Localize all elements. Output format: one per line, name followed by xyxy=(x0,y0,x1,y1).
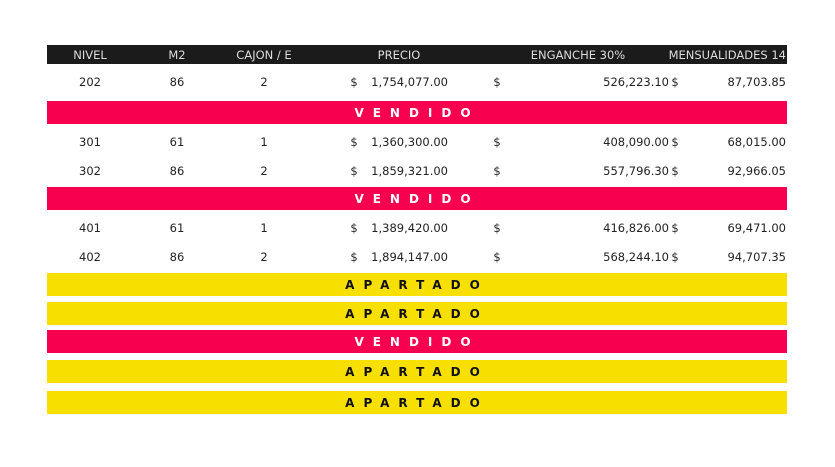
mensualidad-cell: 92,966.05 xyxy=(727,164,786,178)
currency-symbol: $ xyxy=(493,75,501,89)
header-m2: M2 xyxy=(168,47,186,62)
status-label: APARTADO xyxy=(345,395,489,410)
table-header: NIVEL M2 CAJON / E PRECIO ENGANCHE 30% M… xyxy=(47,45,787,64)
enganche-cell: 416,826.00 xyxy=(603,221,669,235)
table-row: 402 86 2 $1,894,147.00 $568,244.10 $94,707.35 xyxy=(47,246,787,268)
m2-cell: 61 xyxy=(169,221,185,235)
m2-cell: 86 xyxy=(169,164,185,178)
apartado-band: APARTADO xyxy=(47,273,787,296)
mensualidad-cell: 94,707.35 xyxy=(727,250,786,264)
cajon-cell: 2 xyxy=(260,250,268,264)
enganche-cell: 568,244.10 xyxy=(603,250,669,264)
table-row: 301 61 1 $1,360,300.00 $408,090.00 $68,015.00 xyxy=(47,131,787,153)
enganche-cell: 526,223.10 xyxy=(603,75,669,89)
m2-cell: 61 xyxy=(169,135,185,149)
nivel-cell: 401 xyxy=(79,221,101,235)
status-label: VENDIDO xyxy=(354,191,480,206)
m2-cell: 86 xyxy=(169,75,185,89)
mensualidad-cell: 87,703.85 xyxy=(727,75,786,89)
currency-symbol: $ xyxy=(671,221,679,235)
m2-cell: 86 xyxy=(169,250,185,264)
vendido-band: VENDIDO xyxy=(47,187,787,210)
header-enganche: ENGANCHE 30% xyxy=(530,47,626,62)
nivel-cell: 301 xyxy=(79,135,101,149)
header-mensualidades: MENSUALIDADES 14 xyxy=(668,47,786,62)
currency-symbol: $ xyxy=(493,135,501,149)
currency-symbol: $ xyxy=(493,221,501,235)
apartado-band: APARTADO xyxy=(47,302,787,325)
currency-symbol: $ xyxy=(671,75,679,89)
table-row: 302 86 2 $1,859,321.00 $557,796.30 $92,966.05 xyxy=(47,160,787,182)
currency-symbol: $ xyxy=(350,221,358,235)
cajon-cell: 1 xyxy=(260,221,268,235)
status-label: APARTADO xyxy=(345,364,489,379)
currency-symbol: $ xyxy=(350,164,358,178)
currency-symbol: $ xyxy=(350,250,358,264)
apartado-band: APARTADO xyxy=(47,360,787,383)
cajon-cell: 1 xyxy=(260,135,268,149)
currency-symbol: $ xyxy=(671,135,679,149)
status-label: VENDIDO xyxy=(354,105,480,120)
nivel-cell: 202 xyxy=(79,75,101,89)
currency-symbol: $ xyxy=(671,250,679,264)
currency-symbol: $ xyxy=(493,164,501,178)
precio-cell: 1,360,300.00 xyxy=(371,135,448,149)
mensualidad-cell: 69,471.00 xyxy=(727,221,786,235)
currency-symbol: $ xyxy=(350,135,358,149)
precio-cell: 1,859,321.00 xyxy=(371,164,448,178)
precio-cell: 1,754,077.00 xyxy=(371,75,448,89)
vendido-band: VENDIDO xyxy=(47,101,787,124)
precio-cell: 1,894,147.00 xyxy=(371,250,448,264)
precio-cell: 1,389,420.00 xyxy=(371,221,448,235)
cajon-cell: 2 xyxy=(260,164,268,178)
nivel-cell: 402 xyxy=(79,250,101,264)
header-nivel: NIVEL xyxy=(73,47,107,62)
header-precio: PRECIO xyxy=(377,47,421,62)
currency-symbol: $ xyxy=(493,250,501,264)
status-label: APARTADO xyxy=(345,277,489,292)
currency-symbol: $ xyxy=(671,164,679,178)
nivel-cell: 302 xyxy=(79,164,101,178)
table-row: 202 86 2 $1,754,077.00 $526,223.10 $87,703.85 xyxy=(47,71,787,93)
vendido-band: VENDIDO xyxy=(47,330,787,353)
table-row: 401 61 1 $1,389,420.00 $416,826.00 $69,471.00 xyxy=(47,217,787,239)
status-label: VENDIDO xyxy=(354,334,480,349)
status-label: APARTADO xyxy=(345,306,489,321)
mensualidad-cell: 68,015.00 xyxy=(727,135,786,149)
apartado-band: APARTADO xyxy=(47,391,787,414)
enganche-cell: 557,796.30 xyxy=(603,164,669,178)
currency-symbol: $ xyxy=(350,75,358,89)
cajon-cell: 2 xyxy=(260,75,268,89)
enganche-cell: 408,090.00 xyxy=(603,135,669,149)
header-cajon: CAJON / E xyxy=(236,47,292,62)
